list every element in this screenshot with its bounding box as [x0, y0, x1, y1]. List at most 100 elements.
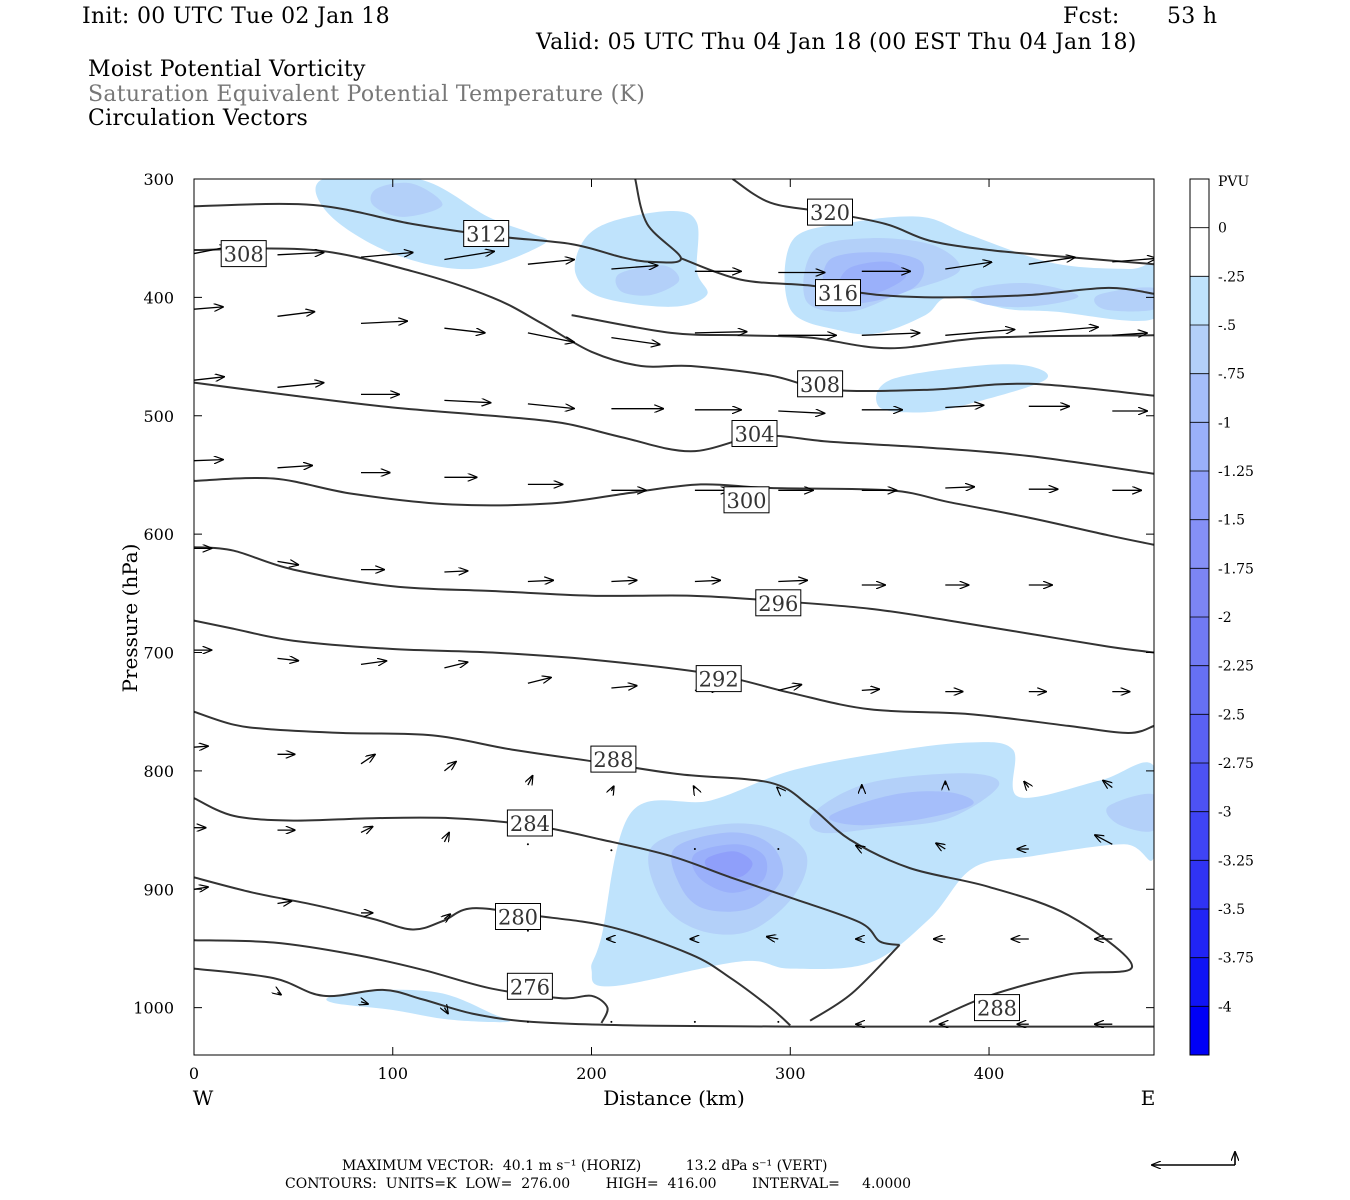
colorbar-swatch-15 [1190, 909, 1209, 959]
colorbar-label-7: -1.75 [1218, 561, 1254, 577]
vector-64 [611, 686, 636, 688]
vector-18 [694, 332, 747, 333]
vector-23 [1112, 333, 1147, 335]
contour-label-box-2 [220, 240, 267, 268]
contour-label-2: 308 [224, 243, 264, 267]
vector-96 [277, 901, 292, 903]
y-tick-label-7: 1000 [133, 999, 174, 1018]
vector-27 [444, 400, 490, 402]
colorbar-swatch-6 [1190, 471, 1209, 521]
contour-label-box-12 [506, 972, 553, 1000]
vector-24 [194, 377, 224, 380]
theta-contours [194, 179, 1154, 1028]
colorbar-swatch-1 [1190, 227, 1209, 277]
vector-111 [610, 1020, 613, 1023]
colorbar-label-16: -4 [1218, 999, 1232, 1015]
x-tick-label-2: 200 [576, 1064, 607, 1083]
pv-region-5 [326, 989, 511, 1023]
vector-107 [278, 992, 281, 994]
vector-102 [767, 937, 779, 939]
contour-label-box-8 [695, 665, 742, 693]
vector-78 [777, 788, 778, 789]
contour-label-5: 304 [734, 423, 774, 447]
colorbar-label-8: -2 [1218, 610, 1232, 626]
vector-75 [528, 776, 533, 785]
plot-frame [193, 178, 1155, 1056]
theta-contour-6 [194, 476, 1154, 546]
pv-region-13 [1106, 793, 1154, 832]
contour-label-box-9 [590, 745, 637, 773]
contour-label-6: 300 [726, 489, 766, 513]
colorbar-label-5: -1.25 [1218, 464, 1254, 480]
colorbar-label-9: -2.25 [1218, 659, 1254, 675]
vector-45 [945, 487, 974, 488]
vector-1 [277, 253, 324, 255]
vector-53 [611, 580, 636, 581]
colorbar-label-14: -3.5 [1218, 902, 1245, 918]
vector-17 [611, 336, 659, 345]
vector-9 [945, 262, 991, 270]
x-tick-label-1: 100 [377, 1064, 408, 1083]
vector-52 [527, 580, 553, 581]
vector-33 [945, 405, 983, 407]
contour-label-9: 288 [593, 748, 633, 772]
vector-85 [360, 827, 373, 833]
colorbar-swatch-7 [1190, 519, 1209, 569]
vector-98 [444, 914, 450, 919]
contour-label-box-13 [974, 994, 1020, 1022]
max-vector-info: MAXIMUM VECTOR: 40.1 m s⁻¹ (HORIZ) 13.2 … [342, 1158, 828, 1174]
colorbar-swatch-13 [1190, 811, 1209, 861]
x-tick-label-3: 300 [775, 1064, 806, 1083]
theta-contour-10 [194, 797, 900, 946]
contour-label-3: 316 [818, 282, 858, 306]
theta-contour-11 [809, 944, 901, 1022]
theta-contour-3 [194, 247, 1154, 397]
valid-time: Valid: 05 UTC Thu 04 Jan 18 (00 EST Thu … [536, 30, 1137, 55]
contour-label-box-0 [807, 198, 853, 226]
vector-94 [1095, 835, 1113, 845]
contour-label-11: 280 [498, 906, 538, 930]
reference-vector-icon [1152, 1152, 1235, 1165]
vector-60 [277, 658, 299, 660]
vector-15 [444, 327, 484, 333]
x-end-label-west: W [193, 1086, 214, 1110]
vector-20 [861, 333, 920, 335]
vector-81 [1024, 782, 1029, 788]
vector-21 [945, 330, 1014, 336]
colorbar-swatch-12 [1190, 763, 1209, 813]
theta-contour-4 [571, 314, 1154, 350]
circulation-vectors [194, 247, 1154, 1024]
contour-label-1: 312 [466, 223, 506, 247]
colorbar-swatch-0 [1190, 179, 1209, 229]
init-time: Init: 00 UTC Tue 02 Jan 18 [82, 4, 390, 29]
field-theta-es: Saturation Equivalent Potential Temperat… [88, 82, 646, 107]
colorbar-swatch-16 [1190, 957, 1209, 1007]
contour-label-box-6 [723, 486, 770, 514]
colorbar-units: PVU [1218, 174, 1250, 190]
y-tick-label-2: 500 [143, 407, 174, 426]
vector-108 [361, 1002, 368, 1004]
vector-71 [194, 746, 208, 747]
vector-54 [694, 580, 720, 581]
y-tick-label-5: 800 [143, 762, 174, 781]
vector-113 [777, 1020, 780, 1023]
colorbar-label-1: -.25 [1218, 269, 1245, 285]
contour-label-7: 296 [758, 592, 798, 616]
pv-region-16 [829, 791, 974, 826]
theta-contour-5 [194, 381, 1154, 475]
vector-37 [277, 466, 313, 468]
contour-label-box-1 [463, 220, 510, 247]
x-tick-label-4: 400 [974, 1064, 1005, 1083]
vector-49 [277, 561, 299, 564]
vector-36 [194, 460, 223, 461]
vector-77 [694, 786, 695, 788]
vector-91 [856, 846, 862, 849]
contour-label-box-10 [506, 809, 553, 837]
forecast-hour: 53 h [1167, 4, 1218, 29]
colorbar-swatch-2 [1190, 276, 1209, 326]
vector-82 [1103, 781, 1112, 788]
colorbar-swatch-11 [1190, 714, 1209, 764]
theta-contour-13 [194, 939, 609, 1024]
vector-10 [1028, 257, 1075, 265]
vector-22 [1028, 327, 1098, 334]
